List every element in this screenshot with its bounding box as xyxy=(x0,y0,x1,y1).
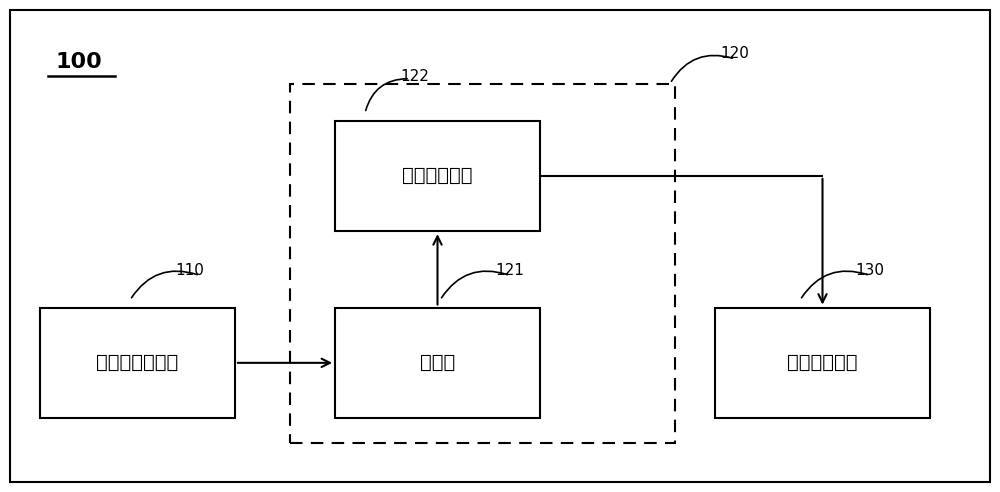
Text: 121: 121 xyxy=(495,263,524,278)
Bar xyxy=(40,308,235,418)
Bar xyxy=(335,121,540,231)
Text: 信息集采集装置: 信息集采集装置 xyxy=(96,353,179,372)
Text: 后台监控中心: 后台监控中心 xyxy=(787,353,858,372)
Text: 110: 110 xyxy=(175,263,204,278)
Text: 130: 130 xyxy=(855,263,884,278)
Text: 第一通讯模块: 第一通讯模块 xyxy=(402,166,473,185)
Bar xyxy=(290,84,675,443)
Text: 杆主体: 杆主体 xyxy=(420,353,455,372)
Text: 100: 100 xyxy=(55,52,102,72)
Bar xyxy=(715,308,930,418)
Text: 120: 120 xyxy=(720,47,749,62)
Text: 122: 122 xyxy=(400,69,429,84)
Bar xyxy=(335,308,540,418)
